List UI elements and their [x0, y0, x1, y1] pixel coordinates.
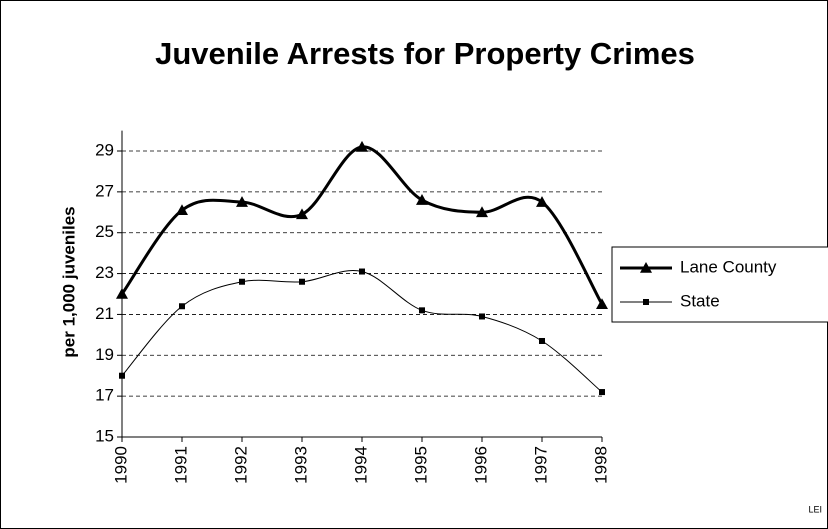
data-point [419, 307, 425, 314]
legend-label: State [680, 291, 720, 310]
data-point [536, 196, 548, 207]
y-tick-label: 23 [95, 263, 114, 282]
legend-marker [643, 299, 649, 305]
x-tick-label: 1990 [111, 446, 130, 484]
data-point [356, 140, 368, 152]
data-point [599, 389, 605, 396]
data-point [116, 288, 128, 299]
y-tick-label: 27 [95, 181, 114, 200]
x-tick-label: 1996 [471, 446, 490, 484]
x-tick-label: 1997 [531, 446, 550, 484]
data-point [479, 313, 485, 320]
y-tick-label: 19 [95, 345, 114, 364]
data-point [416, 194, 428, 205]
y-tick-label: 17 [95, 386, 114, 405]
y-tick-label: 29 [95, 140, 114, 159]
legend-box [611, 246, 828, 323]
legend-label: Lane County [680, 257, 777, 276]
y-axis-label: per 1,000 juveniles [59, 206, 78, 357]
data-point [179, 303, 185, 310]
x-tick-label: 1993 [291, 446, 310, 484]
data-point [296, 208, 308, 220]
y-tick-label: 21 [95, 304, 114, 323]
data-point [299, 278, 305, 285]
annotation: LEI [808, 504, 822, 514]
data-point [176, 204, 188, 216]
chart-title: Juvenile Arrests for Property Crimes [155, 36, 695, 71]
y-tick-label: 15 [95, 426, 114, 445]
x-tick-label: 1992 [231, 446, 250, 484]
data-point [359, 268, 365, 275]
x-tick-label: 1998 [591, 446, 610, 484]
data-point [476, 206, 488, 218]
data-point [236, 196, 248, 207]
legend-marker [640, 262, 652, 273]
x-tick-label: 1995 [411, 446, 430, 484]
data-point [539, 337, 545, 344]
x-tick-label: 1991 [171, 446, 190, 484]
x-tick-label: 1994 [351, 446, 370, 484]
data-point [119, 372, 125, 379]
data-point [596, 298, 608, 310]
y-tick-label: 25 [95, 222, 114, 241]
data-point [239, 278, 245, 285]
